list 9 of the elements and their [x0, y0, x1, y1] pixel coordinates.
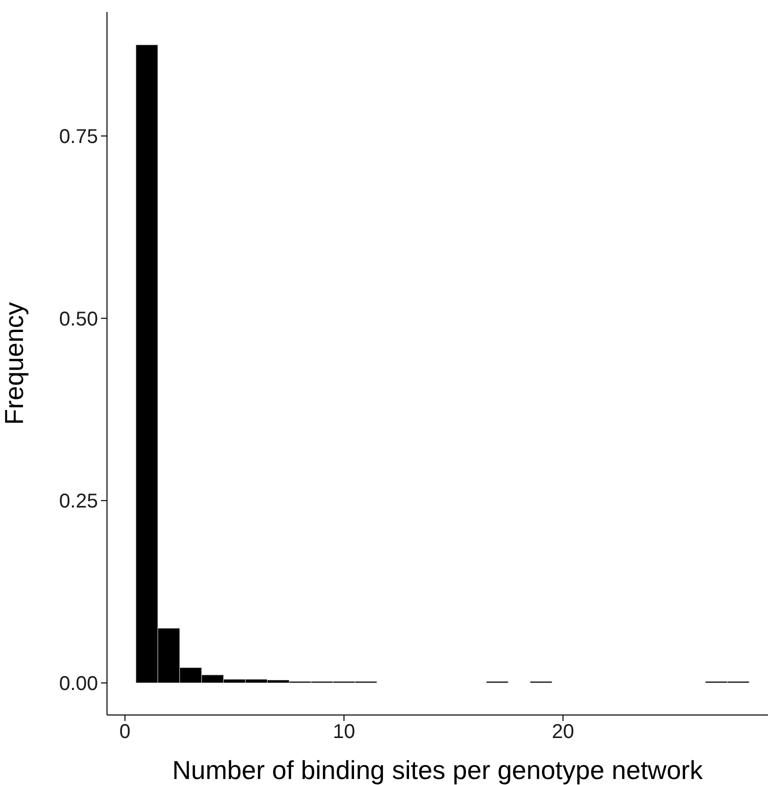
x-tick-label: 10	[332, 721, 356, 744]
y-tick-label: 0.00	[59, 673, 98, 696]
y-tick-label: 0.50	[59, 308, 98, 330]
y-axis-title: Frequency	[0, 302, 30, 425]
x-tick-label: 20	[552, 721, 574, 744]
y-tick-label: 0.75	[59, 126, 98, 148]
x-tick-label: 0	[119, 721, 131, 744]
y-tick-label: 0.25	[59, 490, 98, 513]
x-axis-title: Number of binding sites per genotype network	[172, 755, 704, 785]
